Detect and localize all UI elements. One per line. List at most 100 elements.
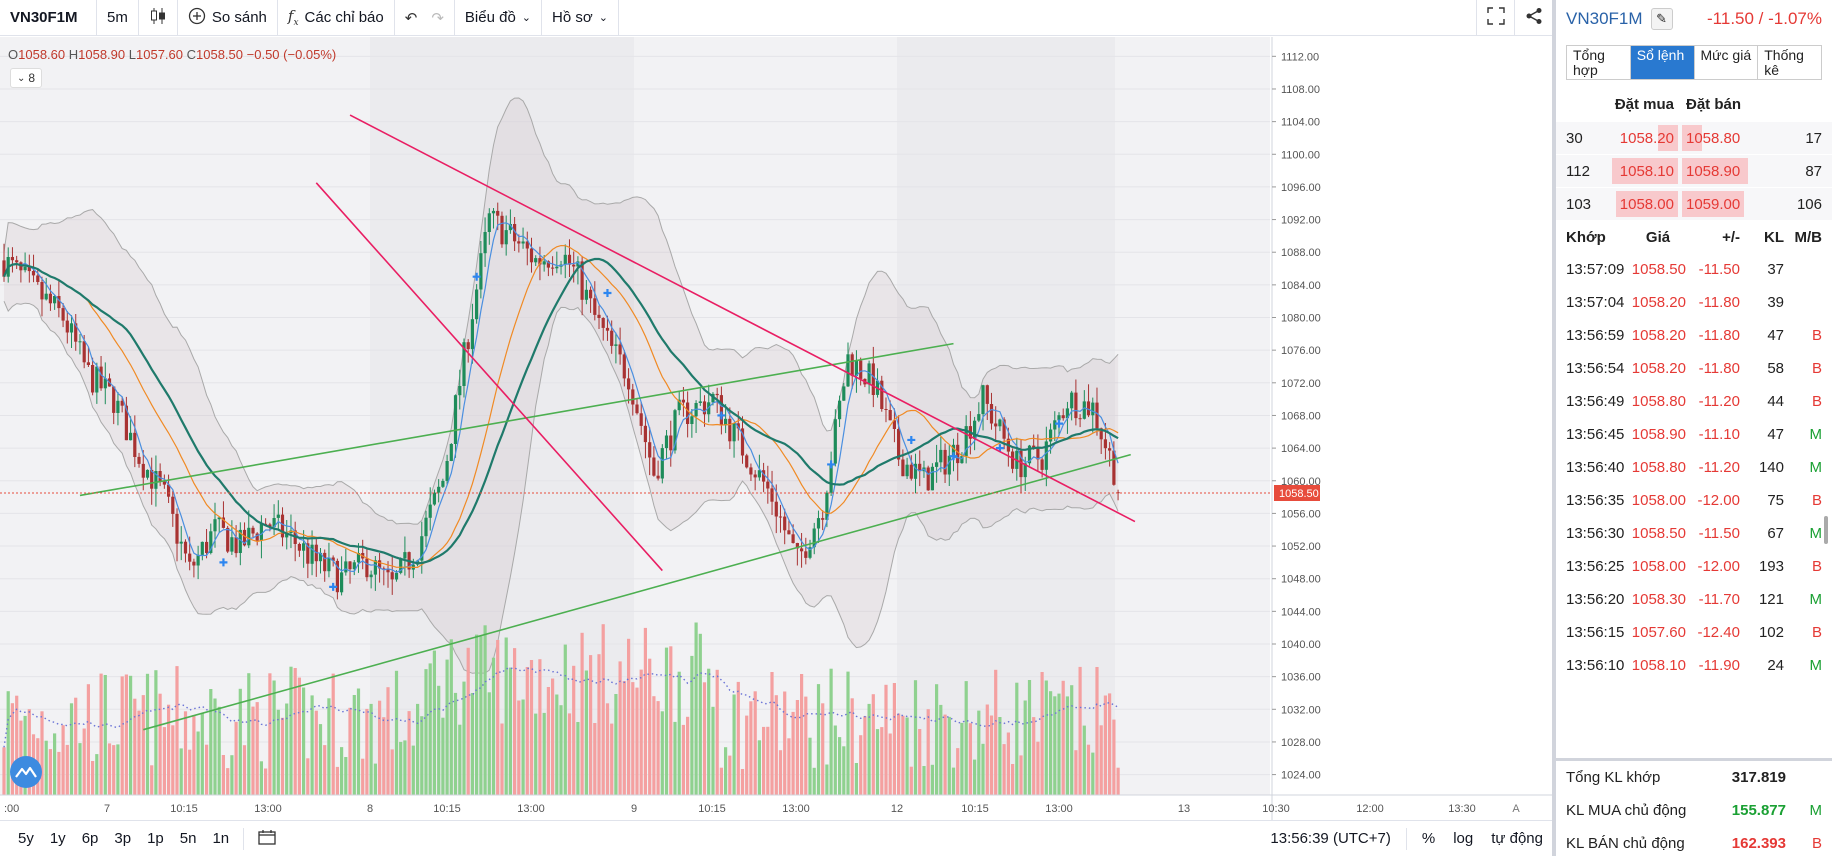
candle-body: [183, 541, 188, 554]
redo-icon[interactable]: ↷: [431, 9, 444, 27]
undo-icon[interactable]: ↶: [404, 9, 418, 27]
auto-scale-toggle[interactable]: tự động: [1491, 830, 1543, 847]
trade-row[interactable]: 13:56:45 1058.90 -11.10 47 M: [1556, 418, 1832, 451]
orderbook-row[interactable]: 103 1058.00 1059.00 106: [1556, 188, 1832, 221]
candle-body: [854, 360, 858, 376]
candle-body: [226, 527, 230, 552]
price-tick-label: 1048.00: [1281, 574, 1321, 586]
volume-bar: [318, 724, 323, 795]
fullscreen-button[interactable]: [1476, 0, 1514, 36]
trade-row[interactable]: 13:56:59 1058.20 -11.80 47 B: [1556, 319, 1832, 352]
price-tick-label: 1040.00: [1281, 639, 1321, 651]
chart-style-button[interactable]: [139, 0, 178, 36]
trade-row[interactable]: 13:56:10 1058.10 -11.90 24 M: [1556, 649, 1832, 676]
trade-volume: 121: [1758, 591, 1784, 608]
panel-symbol[interactable]: VN30F1M: [1566, 9, 1643, 28]
chevron-down-icon: ⌄: [598, 12, 608, 24]
trade-row[interactable]: 13:56:40 1058.80 -11.20 140 M: [1556, 451, 1832, 484]
candle-body: [230, 537, 234, 552]
trade-row[interactable]: 13:56:35 1058.00 -12.00 75 B: [1556, 484, 1832, 517]
trade-volume: 39: [1767, 294, 1784, 311]
volume-bar: [888, 733, 892, 795]
time-tick-label: 10:15: [170, 803, 198, 815]
tab-1[interactable]: Tổng hợp: [1567, 46, 1631, 79]
ask-depth-bar: [1682, 157, 1748, 184]
ask-price: 1059.00: [1680, 190, 1754, 217]
volume-bar: [475, 634, 479, 795]
tab-4[interactable]: Thống kê: [1764, 47, 1804, 78]
volume-bar: [2, 747, 6, 795]
log-scale-toggle[interactable]: log: [1453, 830, 1474, 847]
range-button[interactable]: 6p: [81, 830, 99, 847]
volume-bar: [838, 737, 842, 795]
trade-row[interactable]: 13:57:09 1058.50 -11.50 37: [1556, 253, 1832, 286]
volume-bar: [91, 761, 95, 795]
date-range-icon[interactable]: [250, 829, 284, 849]
candle-body: [61, 308, 65, 321]
trade-price: 1058.10: [1631, 657, 1686, 674]
volume-bar: [555, 694, 559, 795]
tab-3[interactable]: Mức giá: [1695, 46, 1759, 79]
trade-row[interactable]: 13:56:20 1058.30 -11.70 121 M: [1556, 583, 1832, 616]
indicators-button[interactable]: fx Các chỉ báo: [278, 0, 395, 36]
candle-body: [833, 419, 837, 464]
profile-menu-button[interactable]: Hồ sơ ⌄: [542, 0, 619, 36]
candle-body: [27, 267, 31, 272]
volume-bar: [133, 698, 137, 795]
price-chart[interactable]: 1024.00 1028.00 1032.00 1036.00 1040.00 1044.…: [0, 37, 1552, 820]
interval-selector[interactable]: 5m: [97, 0, 139, 36]
range-button[interactable]: 1y: [49, 830, 66, 847]
share-button[interactable]: [1514, 0, 1552, 36]
trade-time: 13:56:30: [1566, 525, 1625, 542]
symbol-selector[interactable]: VN30F1M: [0, 0, 97, 36]
signal-marker: [219, 558, 228, 567]
range-button[interactable]: 1p: [147, 830, 164, 847]
scrollbar-thumb[interactable]: [1824, 516, 1828, 544]
time-tick-label: 13: [1178, 803, 1190, 815]
tab-2[interactable]: Sổ lệnh: [1630, 46, 1695, 79]
trades-list[interactable]: 13:57:09 1058.50 -11.50 37 13:57:04 1058.20 -1…: [1556, 253, 1832, 676]
range-button[interactable]: 1n: [212, 830, 230, 847]
trade-row[interactable]: 13:56:25 1058.00 -12.00 193 B: [1556, 550, 1832, 583]
candle-body: [728, 418, 732, 442]
orderbook-row[interactable]: 112 1058.10 1058.90 87: [1556, 155, 1832, 188]
candle-body: [453, 395, 458, 444]
pencil-icon[interactable]: ✎: [1650, 8, 1673, 30]
function-icon: fx: [287, 7, 299, 28]
candle-body: [724, 418, 728, 426]
candle-body: [369, 574, 373, 578]
compare-button[interactable]: So sánh: [178, 0, 278, 36]
range-button[interactable]: 5n: [179, 830, 197, 847]
trade-volume: 193: [1758, 558, 1784, 575]
candle-body: [601, 318, 605, 328]
candle-body: [989, 404, 994, 424]
trade-side: B: [1811, 492, 1822, 509]
volume-bar: [766, 726, 770, 795]
ma-fast-line: [3, 222, 1119, 573]
trade-row[interactable]: 13:56:54 1058.20 -11.80 58 B: [1556, 352, 1832, 385]
volume-bar: [1027, 680, 1032, 795]
trade-row[interactable]: 13:57:04 1058.20 -11.80 39: [1556, 286, 1832, 319]
symbol-label: VN30F1M: [10, 9, 78, 26]
trade-side: M: [1809, 591, 1823, 608]
trade-row[interactable]: 13:56:49 1058.80 -11.20 44 B: [1556, 385, 1832, 418]
trade-row[interactable]: 13:56:15 1057.60 -12.40 102 B: [1556, 616, 1832, 649]
range-button[interactable]: 3p: [114, 830, 132, 847]
trade-row[interactable]: 13:56:30 1058.50 -11.50 67 M: [1556, 517, 1832, 550]
panel-change: -11.50 / -1.07%: [1707, 9, 1822, 28]
candle-body: [10, 257, 14, 261]
chart-menu-button[interactable]: Biểu đồ ⌄: [455, 0, 542, 36]
range-button[interactable]: 5y: [18, 830, 34, 847]
brand-logo-icon[interactable]: [10, 756, 42, 788]
candle-body: [930, 466, 934, 491]
percent-scale-toggle[interactable]: %: [1421, 830, 1436, 847]
trade-summary: Tổng KL khớp 317.819 KL MUA chủ động 155.87…: [1556, 758, 1832, 856]
candle-body: [783, 516, 787, 531]
volume-bar: [702, 682, 707, 795]
indicator-toggle[interactable]: ⌄ 8: [10, 68, 42, 88]
volume-bar: [892, 683, 896, 795]
volume-bar: [529, 660, 534, 795]
orderbook-row[interactable]: 30 1058.20 1058.80 17: [1556, 122, 1832, 155]
volume-bar: [437, 685, 441, 795]
